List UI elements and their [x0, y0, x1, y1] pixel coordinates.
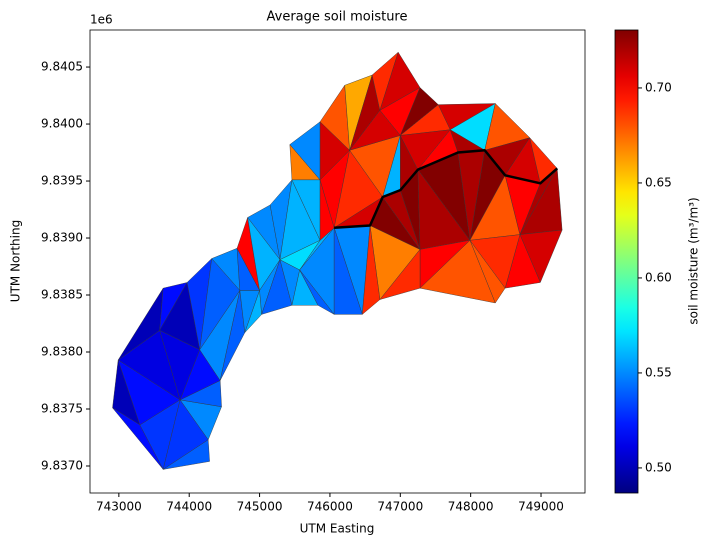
y-tick-label: 9.8400: [41, 117, 83, 131]
x-tick-label: 743000: [96, 500, 142, 514]
y-tick-label: 9.8370: [41, 458, 83, 472]
x-tick-label: 745000: [237, 500, 283, 514]
mesh-triangle: [299, 269, 335, 315]
y-tick-label: 9.8375: [41, 401, 83, 415]
y-tick-label: 9.8395: [41, 174, 83, 188]
chart-title: Average soil moisture: [267, 10, 408, 25]
colorbar-tick-label: 0.50: [645, 460, 672, 474]
y-offset-label: 1e6: [90, 13, 113, 27]
x-tick-label: 748000: [448, 500, 494, 514]
x-axis-label: UTM Easting: [300, 522, 375, 536]
mesh-triangle: [333, 227, 363, 315]
plot-frame: [89, 29, 586, 494]
y-tick-label: 9.8390: [41, 231, 83, 245]
x-tick-label: 749000: [518, 500, 564, 514]
y-tick-label: 9.8405: [41, 60, 83, 74]
colorbar-tick-label: 0.55: [645, 365, 672, 379]
river-line: [334, 149, 559, 230]
x-tick-label: 747000: [377, 500, 423, 514]
colorbar-tick-label: 0.65: [645, 175, 672, 189]
colorbar-label: soil moisture (m³/m³): [687, 197, 701, 324]
mesh-triangle: [349, 110, 401, 151]
mesh-triangle: [379, 249, 421, 300]
colorbar-tick-label: 0.70: [645, 80, 672, 94]
x-tick-label: 746000: [307, 500, 353, 514]
mesh-triangle: [162, 439, 210, 470]
y-tick-label: 9.8385: [41, 288, 83, 302]
y-tick-label: 9.8380: [41, 345, 83, 359]
colorbar-tick-label: 0.60: [645, 270, 672, 284]
y-axis-label: UTM Northing: [9, 220, 23, 302]
mesh-triangle: [362, 225, 381, 315]
x-tick-label: 744000: [166, 500, 212, 514]
colorbar: [614, 29, 639, 494]
